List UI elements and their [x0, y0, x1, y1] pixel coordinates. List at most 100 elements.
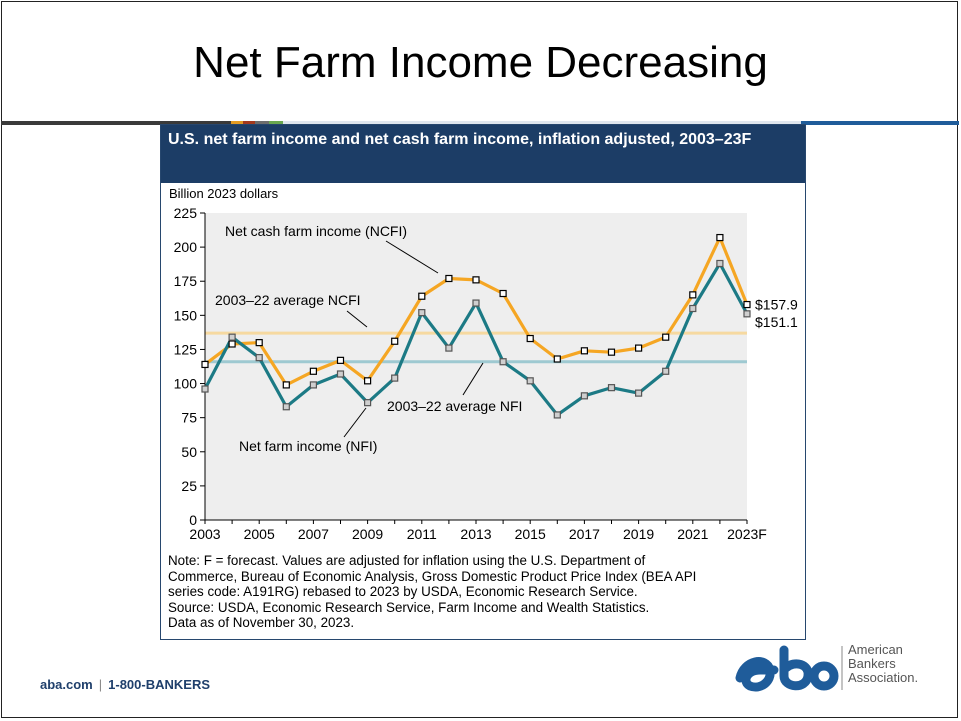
footer-contact: aba.com | 1-800-BANKERS — [40, 677, 210, 692]
data-point — [716, 259, 724, 268]
divider-dark-segment — [1, 121, 231, 125]
data-point — [607, 348, 616, 356]
annotation-nfi: Net farm income (NFI) — [239, 438, 377, 454]
y-tick-label: 175 — [174, 273, 198, 289]
data-point — [336, 356, 345, 364]
data-point — [391, 374, 399, 382]
data-point — [580, 392, 588, 400]
data-point — [201, 385, 209, 393]
logo-wordmark: American Bankers Association. — [848, 643, 918, 685]
y-tick-label: 0 — [189, 512, 197, 528]
annotation-leader-nfi — [343, 407, 367, 438]
data-point — [201, 360, 209, 369]
y-tick-label: 150 — [174, 307, 198, 323]
x-tick-label: 2005 — [244, 526, 275, 542]
note-line: series code: A191RG) rebased to 2023 by … — [168, 584, 638, 600]
data-point — [526, 377, 534, 385]
data-point — [662, 333, 670, 341]
logo-line: Bankers — [848, 656, 896, 671]
divider-orange-segment — [231, 121, 243, 125]
data-point — [255, 339, 263, 347]
data-point — [526, 334, 534, 343]
data-point — [662, 367, 670, 375]
chart-header: U.S. net farm income and net cash farm i… — [161, 125, 805, 183]
data-point — [282, 381, 290, 389]
x-tick-label: 2017 — [569, 526, 600, 542]
x-tick-label: 2023F — [727, 526, 767, 542]
data-point — [499, 358, 507, 366]
annotation-leader-avg-ncfi — [346, 310, 368, 328]
y-tick-label: 50 — [181, 444, 197, 460]
y-tick-label: 225 — [174, 205, 198, 221]
data-point — [418, 309, 426, 317]
annotation-avg-nfi: 2003–22 average NFI — [387, 398, 522, 414]
data-point — [418, 292, 426, 300]
data-point — [445, 344, 453, 352]
divider-green-segment — [269, 121, 283, 125]
data-point — [309, 367, 317, 375]
footer-separator: | — [98, 677, 103, 692]
y-tick-label: 200 — [174, 239, 198, 255]
data-point — [472, 299, 480, 307]
note-line: Source: USDA, Economic Research Service,… — [168, 599, 650, 615]
data-point — [635, 344, 643, 352]
x-tick-label: 2015 — [515, 526, 546, 542]
logo-line: Association. — [848, 670, 919, 685]
x-tick-label: 2003 — [189, 526, 220, 542]
x-tick-label: 2009 — [352, 526, 383, 542]
footer-website-link[interactable]: aba.com — [40, 677, 93, 692]
data-point — [607, 384, 616, 392]
chart-plot: 0 25 50 75 100 125 150 175 200 225 2003 2005 2007 200… — [174, 205, 798, 542]
data-point — [580, 347, 588, 355]
logo-line: American — [848, 642, 903, 657]
divider-red-segment — [243, 121, 255, 125]
x-tick-label: 2021 — [677, 526, 708, 542]
data-point — [255, 354, 263, 362]
data-point — [228, 340, 236, 348]
data-point — [282, 403, 290, 411]
y-tick-label: 100 — [174, 376, 198, 392]
plot-area — [205, 213, 747, 520]
data-point — [635, 389, 643, 397]
title-divider — [1, 121, 959, 125]
data-point — [553, 411, 561, 419]
data-point — [689, 304, 697, 313]
x-tick-label: 2013 — [460, 526, 491, 542]
note-line: Note: F = forecast. Values are adjusted … — [168, 553, 646, 568]
data-point — [336, 370, 345, 378]
data-point — [391, 337, 399, 345]
chart-title: U.S. net farm income and net cash farm i… — [168, 131, 752, 148]
annotation-leader-avg-nfi — [462, 362, 484, 396]
end-value-label-nfi: $151.1 — [755, 314, 798, 330]
data-point — [743, 310, 751, 318]
divider-gray-segment — [255, 121, 269, 125]
annotation-leader-ncfi — [385, 240, 439, 274]
annotation-ncfi: Net cash farm income (NCFI) — [225, 223, 407, 239]
slide-title: Net Farm Income Decreasing — [193, 38, 768, 87]
data-point — [472, 276, 480, 284]
divider-blue-segment — [801, 121, 959, 125]
y-axis-unit-label: Billion 2023 dollars — [169, 186, 279, 201]
aba-logo-icon — [735, 645, 843, 692]
end-value-label-ncfi: $157.9 — [755, 297, 798, 313]
data-point — [716, 233, 724, 242]
chart-panel: U.S. net farm income and net cash farm i… — [160, 124, 806, 640]
note-line: Commerce, Bureau of Economic Analysis, G… — [168, 568, 697, 584]
y-tick-label: 75 — [181, 410, 197, 426]
y-tick-label: 125 — [174, 341, 198, 357]
data-point — [499, 289, 507, 298]
data-point — [743, 300, 751, 309]
note-line: Data as of November 30, 2023. — [168, 615, 355, 631]
y-tick-label: 25 — [181, 478, 197, 494]
data-point — [445, 274, 453, 283]
footer-phone: 1-800-BANKERS — [108, 677, 211, 692]
data-point — [553, 355, 561, 363]
data-point — [364, 377, 372, 385]
annotation-avg-ncfi: 2003–22 average NCFI — [215, 292, 361, 308]
chart-note: Note: F = forecast. Values are adjusted … — [168, 553, 798, 631]
x-tick-label: 2011 — [407, 526, 437, 542]
data-point — [309, 381, 317, 389]
data-point — [689, 291, 697, 299]
x-tick-label: 2019 — [623, 526, 654, 542]
